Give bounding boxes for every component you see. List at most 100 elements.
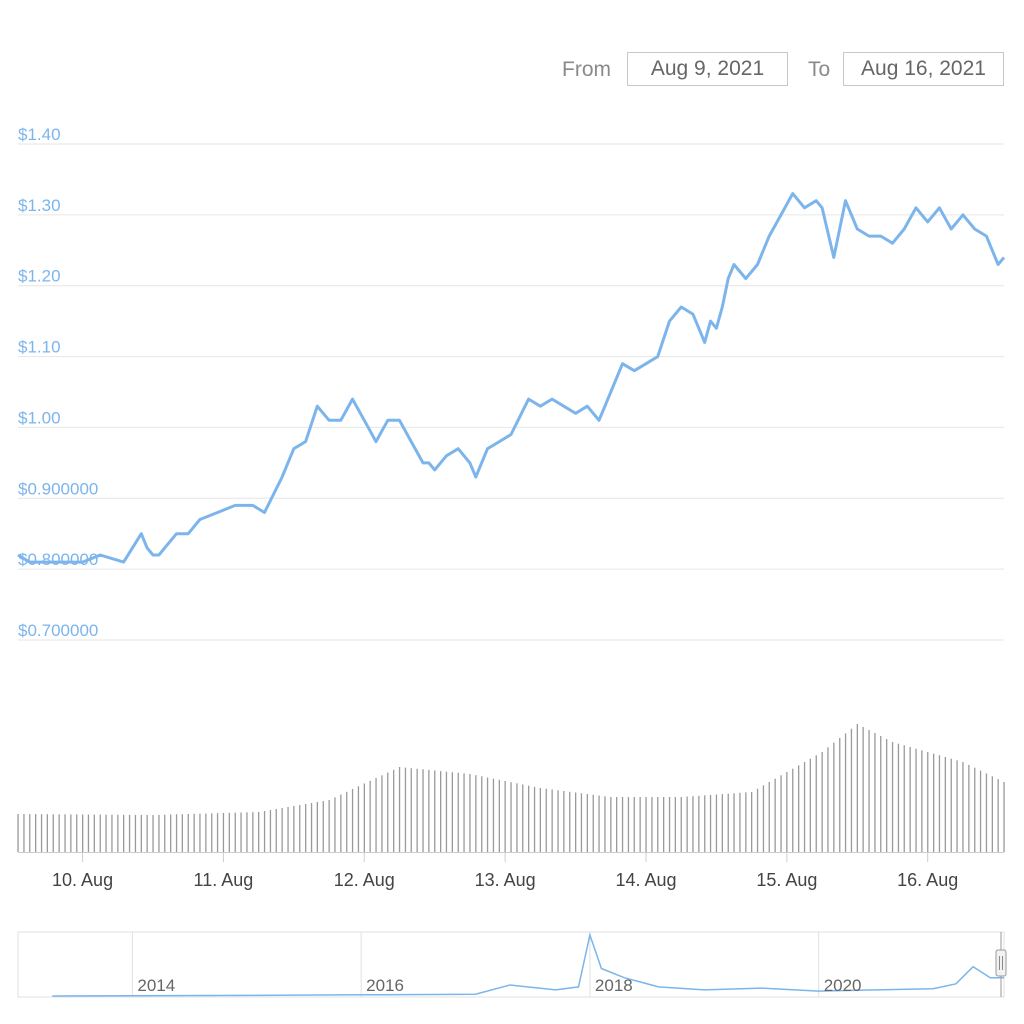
volume-bar [451, 772, 453, 853]
volume-bar [134, 814, 137, 852]
volume-bar [492, 778, 495, 852]
volume-bar [322, 801, 324, 852]
volume-bar [897, 743, 900, 852]
volume-bar [962, 762, 964, 852]
volume-bar [751, 792, 753, 852]
volume-bar [627, 797, 630, 852]
volume-bar [105, 814, 107, 852]
volume-bar [586, 794, 588, 852]
x-tick-label: 14. Aug [615, 870, 676, 890]
volume-bar [316, 802, 318, 852]
volume-bar [175, 814, 178, 852]
volume-bar [621, 797, 624, 852]
to-date-input[interactable] [843, 52, 1004, 86]
volume-bar [968, 764, 970, 852]
volume-bar [803, 762, 806, 852]
volume-bar [58, 814, 60, 852]
volume-bar [381, 775, 383, 853]
volume-bar [839, 738, 841, 852]
volume-bar [950, 758, 952, 852]
volume-bar [528, 785, 530, 852]
volume-bar [222, 813, 225, 852]
volume-bar [580, 793, 583, 853]
y-tick-label: $1.20 [18, 267, 61, 286]
volume-bar [158, 814, 160, 852]
volume-bar [786, 772, 788, 852]
volume-bar [29, 814, 31, 852]
volume-bar [956, 760, 958, 852]
volume-bar [616, 797, 618, 852]
volume-bar [469, 774, 471, 852]
volume-bar [510, 782, 512, 852]
navigator-year-label: 2014 [137, 976, 175, 995]
x-tick-label: 13. Aug [475, 870, 536, 890]
volume-bar [340, 794, 342, 852]
price-line[interactable] [17, 192, 1006, 564]
volume-bar [93, 814, 95, 852]
volume-bar [909, 747, 911, 852]
volume-bar [604, 796, 606, 853]
volume-bar [328, 800, 330, 852]
volume-bar [346, 791, 348, 853]
navigator-year-label: 2016 [366, 976, 404, 995]
volume-bar [533, 786, 536, 852]
range-selector: From To [0, 52, 1024, 90]
volume-bar [440, 771, 442, 852]
navigator[interactable]: 2014 2016 2018 2020 [17, 931, 1007, 998]
volume-bar [686, 796, 688, 852]
volume-bar [486, 777, 489, 852]
volume-bar [275, 809, 277, 852]
volume-bar [709, 794, 712, 852]
volume-bar [551, 789, 553, 852]
volume-bar [733, 793, 735, 853]
volume-bar [258, 812, 260, 852]
navigator-handle-grip[interactable] [995, 949, 1007, 977]
volume-bar [23, 814, 25, 852]
volume-bar [745, 792, 747, 852]
volume-bar [933, 753, 935, 852]
volume-bar [539, 788, 541, 852]
volume-bar [205, 813, 207, 852]
navigator-series [52, 932, 1004, 997]
volume-bar [363, 783, 365, 852]
volume-bar [70, 814, 72, 852]
volume-bar [833, 742, 835, 852]
volume-bar [128, 814, 131, 852]
x-axis: 10. Aug 11. Aug 12. Aug 13. Aug 14. Aug 15. A… [18, 852, 1004, 890]
price-series[interactable] [17, 192, 1006, 564]
volume-bar [569, 791, 571, 853]
volume-bar [862, 727, 864, 852]
volume-bar [293, 806, 295, 852]
volume-bar [334, 797, 336, 853]
volume-bar [739, 792, 741, 852]
volume-bar [111, 814, 113, 852]
volume-bar [774, 778, 776, 852]
volume-bar [240, 812, 242, 852]
volume-bar [351, 789, 354, 852]
volume-bar [416, 768, 418, 853]
volume-bar [886, 739, 888, 852]
volume-bar [727, 793, 729, 852]
volume-bar [844, 733, 847, 852]
volume-bar [216, 813, 219, 852]
navigator-handle[interactable] [995, 932, 1007, 997]
from-date-input[interactable] [627, 52, 788, 86]
volume-bar [82, 814, 84, 852]
volume-bar [698, 795, 700, 853]
volume-bar [410, 768, 412, 852]
volume-bar [780, 775, 782, 852]
y-tick-label: $1.30 [18, 196, 61, 215]
volume-bar [663, 797, 665, 852]
volume-bar [610, 797, 612, 852]
volume-bar [76, 814, 78, 852]
volume-bar [40, 814, 43, 852]
volume-bar [997, 779, 999, 852]
volume-bar [798, 765, 800, 852]
volume-bar [979, 770, 982, 852]
volume-bar [463, 773, 465, 852]
volume-bar [874, 733, 876, 852]
navigator-year-label: 2018 [595, 976, 633, 995]
volume-bar [99, 814, 101, 852]
volume-bar [938, 755, 941, 852]
